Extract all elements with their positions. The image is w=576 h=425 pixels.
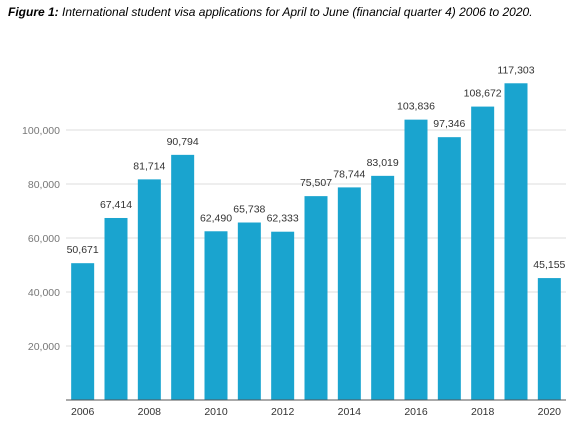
bar-2016 bbox=[404, 119, 428, 401]
x-tick-label: 2016 bbox=[404, 406, 428, 418]
data-label: 65,738 bbox=[233, 204, 265, 216]
bar-2014 bbox=[337, 187, 361, 400]
x-tick-label: 2014 bbox=[338, 406, 362, 418]
x-tick-label: 2018 bbox=[471, 406, 495, 418]
bar-2018 bbox=[471, 106, 495, 400]
bar-2010 bbox=[204, 231, 228, 400]
y-tick-label: 80,000 bbox=[28, 179, 60, 191]
x-tick-label: 2008 bbox=[138, 406, 162, 418]
y-tick-label: 60,000 bbox=[28, 233, 60, 245]
bar-2006 bbox=[71, 263, 95, 400]
data-label: 81,714 bbox=[133, 160, 165, 172]
data-label: 75,507 bbox=[300, 177, 332, 189]
data-label: 62,333 bbox=[267, 213, 299, 225]
bar-2020 bbox=[537, 278, 561, 400]
x-tick-label: 2012 bbox=[271, 406, 295, 418]
data-label: 67,414 bbox=[100, 199, 132, 211]
y-tick-label: 100,000 bbox=[22, 125, 60, 137]
bar-2007 bbox=[104, 217, 128, 400]
bar-2009 bbox=[171, 154, 195, 400]
data-label: 62,490 bbox=[200, 212, 232, 224]
bar-2013 bbox=[304, 196, 328, 400]
bar-2015 bbox=[371, 175, 395, 400]
data-label: 50,671 bbox=[67, 244, 99, 256]
bar-2019 bbox=[504, 83, 528, 401]
data-label: 103,836 bbox=[397, 101, 435, 113]
figure-label: Figure 1: bbox=[8, 5, 59, 19]
y-tick-label: 20,000 bbox=[28, 341, 60, 353]
bar-2008 bbox=[137, 179, 161, 400]
x-tick-label: 2010 bbox=[204, 406, 228, 418]
data-label: 117,303 bbox=[497, 64, 534, 76]
x-tick-label: 2006 bbox=[71, 406, 95, 418]
x-tick-label: 2020 bbox=[538, 406, 562, 418]
y-tick-label: 40,000 bbox=[28, 287, 60, 299]
data-label: 83,019 bbox=[367, 157, 399, 169]
data-label: 108,672 bbox=[464, 88, 502, 100]
bar-2012 bbox=[271, 231, 295, 400]
bar-2011 bbox=[237, 222, 261, 400]
bar-2017 bbox=[437, 137, 461, 400]
figure-title: International student visa applications … bbox=[62, 5, 533, 19]
figure-caption: Figure 1: International student visa app… bbox=[8, 5, 574, 20]
data-label: 90,794 bbox=[167, 136, 199, 148]
data-label: 97,346 bbox=[433, 118, 465, 130]
data-label: 78,744 bbox=[333, 168, 365, 180]
data-label: 45,155 bbox=[533, 259, 565, 271]
